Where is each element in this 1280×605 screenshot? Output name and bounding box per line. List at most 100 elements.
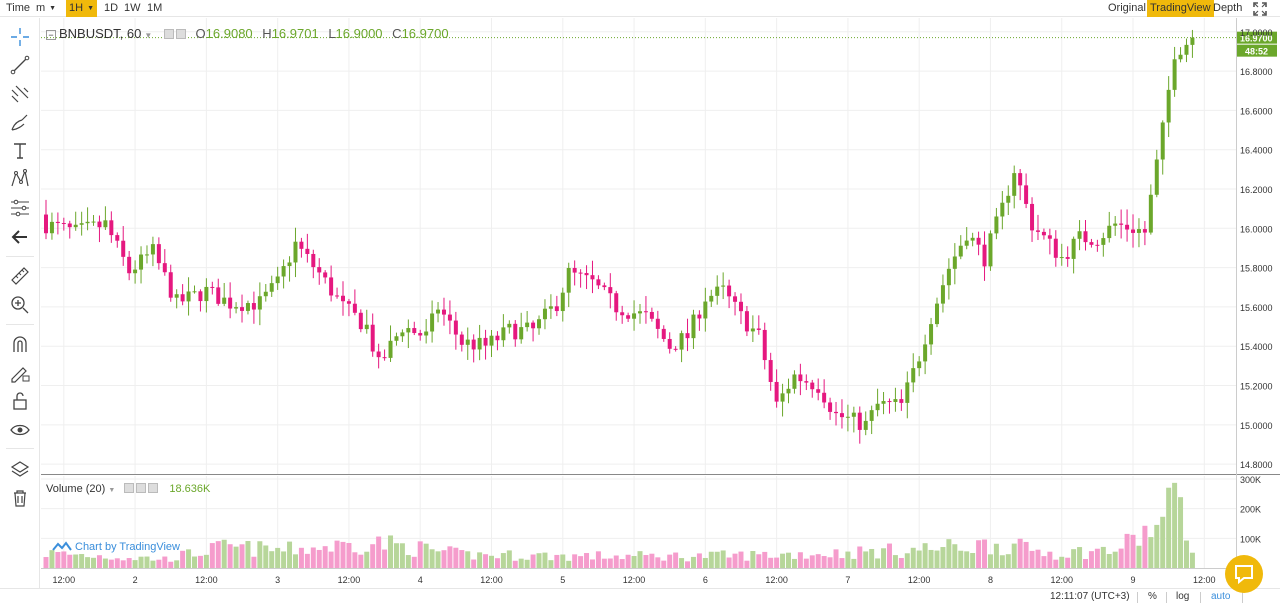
percent-scale-button[interactable]: % (1148, 591, 1157, 602)
volume-close-icon[interactable] (148, 483, 159, 493)
candle-body (400, 332, 405, 337)
time-tick-label: 12:00 (765, 575, 788, 585)
price-tick-label: 16.8000 (1240, 67, 1273, 77)
candle-body (1172, 59, 1177, 90)
volume-bar (435, 551, 441, 568)
ruler-icon[interactable] (8, 264, 32, 288)
auto-scale-button[interactable]: auto (1211, 591, 1231, 602)
back-arrow-icon[interactable] (8, 225, 32, 249)
candle-body (287, 262, 292, 267)
candle-body (614, 293, 619, 313)
pattern-icon[interactable] (8, 167, 32, 191)
volume-bar (667, 554, 673, 568)
volume-bar (1160, 516, 1166, 568)
volume-bar (976, 540, 982, 568)
candle-body (358, 312, 363, 330)
text-tool-icon[interactable] (8, 139, 32, 163)
volume-bar (352, 552, 358, 568)
view-original-button[interactable]: Original (1108, 2, 1146, 14)
log-scale-button[interactable]: log (1176, 591, 1190, 602)
volume-bar (67, 554, 73, 568)
magnet-icon[interactable] (8, 332, 32, 356)
volume-bar (851, 558, 857, 568)
candle-body (1148, 194, 1153, 233)
interval-1h-dropdown[interactable]: 1H ▼ (66, 0, 97, 17)
candle-body (727, 285, 732, 297)
interval-1m-button[interactable]: 1M (147, 2, 163, 14)
volume-bar (589, 559, 595, 568)
dropdown-arrow-icon: ▼ (49, 5, 57, 12)
volume-label[interactable]: Volume (20) (46, 483, 106, 495)
candle-body (406, 328, 411, 333)
volume-bar (518, 558, 524, 568)
price-tick-label: 15.8000 (1240, 264, 1273, 274)
candle-body (958, 245, 963, 257)
crosshair-icon[interactable] (8, 25, 32, 49)
volume-bar (934, 550, 940, 568)
candle-body (394, 336, 399, 341)
candle-body (210, 286, 215, 288)
time-tick-label: 12:00 (338, 575, 361, 585)
hide-icon[interactable] (175, 29, 186, 39)
candle-body (388, 340, 393, 358)
settings-icon[interactable] (163, 29, 174, 39)
fullscreen-icon[interactable] (1250, 0, 1270, 17)
current-time[interactable]: 12:11:07 (UTC+3) (1050, 591, 1130, 602)
volume-bar (1166, 487, 1172, 568)
candle-body (679, 333, 684, 350)
candle-body (1035, 230, 1040, 232)
volume-bar (209, 543, 215, 568)
volume-bar (388, 535, 394, 568)
symbol-label[interactable]: BNBUSDT, 60 (59, 26, 142, 41)
candle-body (703, 301, 708, 319)
volume-bar (120, 560, 126, 568)
volume-bar (186, 549, 192, 568)
candle-body (257, 296, 262, 310)
candle-body (643, 311, 648, 313)
unlock-icon[interactable] (8, 389, 32, 413)
chat-button[interactable] (1225, 555, 1263, 593)
pitchfork-icon[interactable] (8, 82, 32, 106)
volume-bar (554, 554, 560, 568)
price-tick-label: 16.6000 (1240, 106, 1273, 116)
candle-body (453, 320, 458, 335)
interval-1w-button[interactable]: 1W (124, 2, 141, 14)
interval-1d-button[interactable]: 1D (104, 2, 119, 14)
candle-body (305, 248, 310, 254)
candle-body (311, 253, 316, 268)
time-tick-label: 12:00 (195, 575, 218, 585)
volume-hide-icon[interactable] (136, 483, 147, 493)
zoom-in-icon[interactable] (8, 293, 32, 317)
candle-body (1136, 229, 1141, 233)
volume-settings-icon[interactable] (124, 483, 135, 493)
time-tick-label: 12:00 (623, 575, 646, 585)
lock-drawing-icon[interactable] (8, 361, 32, 385)
volume-bar (144, 556, 150, 568)
candle-body (869, 410, 874, 421)
tradingview-watermark[interactable]: Chart by TradingView (52, 540, 180, 554)
trash-icon[interactable] (8, 486, 32, 510)
view-depth-button[interactable]: Depth (1213, 2, 1243, 14)
eye-icon[interactable] (8, 418, 32, 442)
prediction-icon[interactable] (8, 196, 32, 220)
candle-body (85, 221, 90, 224)
candle-body (673, 348, 678, 350)
candle-body (744, 311, 749, 332)
candle-body (881, 401, 886, 404)
brush-icon[interactable] (8, 110, 32, 134)
view-tradingview-button[interactable]: TradingView (1147, 0, 1214, 17)
minute-interval-dropdown[interactable]: m ▼ (33, 0, 59, 17)
low-label: L (328, 26, 336, 41)
volume-dropdown-icon[interactable]: ▼ (108, 487, 116, 494)
volume-bar (768, 557, 774, 568)
candle-body (691, 314, 696, 339)
volume-bar (655, 557, 661, 568)
layers-icon[interactable] (8, 458, 32, 482)
dropdown-arrow-icon: ▼ (87, 5, 94, 12)
volume-bar (162, 556, 168, 568)
candle-body (952, 256, 957, 269)
collapse-legend-icon[interactable]: − (46, 30, 56, 40)
symbol-dropdown-icon[interactable]: ▼ (144, 31, 153, 40)
trend-line-icon[interactable] (8, 53, 32, 77)
